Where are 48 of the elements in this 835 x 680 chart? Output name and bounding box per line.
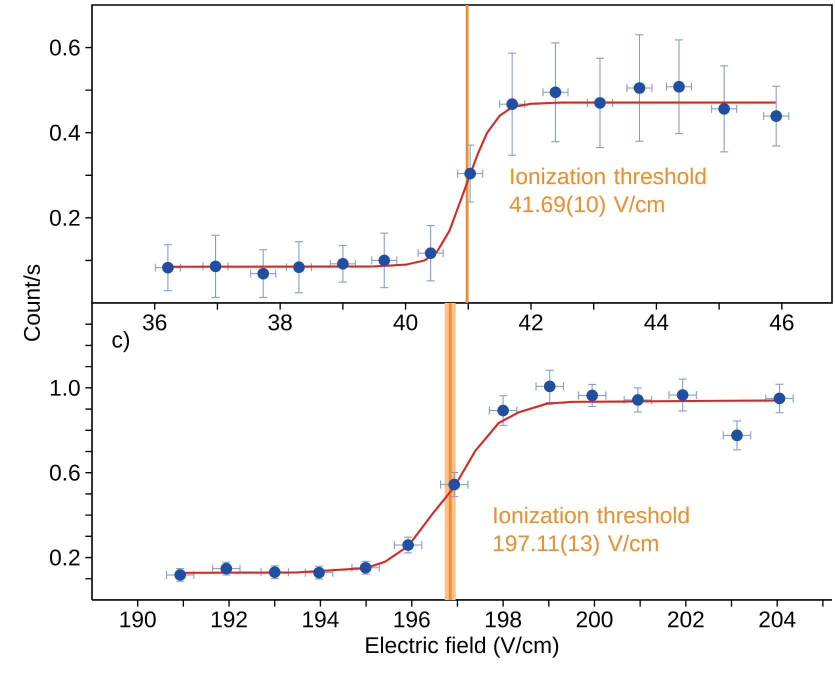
point <box>586 390 598 402</box>
x-axis-title: Electric field (V/cm) <box>366 636 558 658</box>
point <box>550 86 562 98</box>
x-tick-label: 38 <box>268 314 292 330</box>
point <box>731 430 743 442</box>
x-tick-label: 42 <box>518 314 542 330</box>
point <box>544 380 556 392</box>
point <box>162 262 174 274</box>
x-tick-label: 190 <box>120 611 156 628</box>
y-tick-label: 1.0 <box>50 380 80 396</box>
annotation: c) <box>112 331 129 352</box>
x-tick-label: 202 <box>668 611 704 628</box>
x-tick-label: 198 <box>486 611 522 628</box>
point <box>257 268 270 280</box>
point <box>774 392 786 404</box>
y-axis-title: Count/s <box>23 264 40 341</box>
point <box>424 247 436 259</box>
y-tick-label: 0.2 <box>50 550 80 566</box>
point <box>673 80 685 93</box>
x-tick-label: 204 <box>759 611 796 628</box>
point <box>378 254 390 266</box>
point <box>632 394 644 406</box>
point <box>594 97 606 109</box>
point <box>718 103 730 115</box>
x-tick-label: 40 <box>393 314 418 330</box>
point <box>210 260 222 272</box>
ref-line-label: Ionization threshold 197.11(13) V/cm <box>494 506 688 556</box>
point <box>448 478 460 490</box>
x-tick-label: 46 <box>770 314 794 330</box>
y-tick-label: 0.6 <box>50 40 80 56</box>
x-tick-label: 196 <box>394 611 430 628</box>
y-tick-label: 0.2 <box>50 210 80 226</box>
point <box>676 389 688 401</box>
point <box>634 82 646 94</box>
point <box>506 98 518 110</box>
point <box>497 404 509 416</box>
x-tick-label: 200 <box>576 611 612 628</box>
y-tick-label: 0.4 <box>50 124 80 141</box>
point <box>770 110 782 122</box>
x-tick-label: 194 <box>303 611 339 628</box>
point <box>337 258 349 270</box>
x-tick-label: 44 <box>644 314 668 330</box>
point <box>464 168 476 180</box>
ref-line-label: Ionization threshold 41.69(10) V/cm <box>510 168 706 217</box>
x-tick-label: 192 <box>212 611 247 628</box>
x-tick-label: 36 <box>142 314 166 330</box>
point <box>293 261 305 274</box>
y-tick-label: 0.6 <box>50 464 80 481</box>
